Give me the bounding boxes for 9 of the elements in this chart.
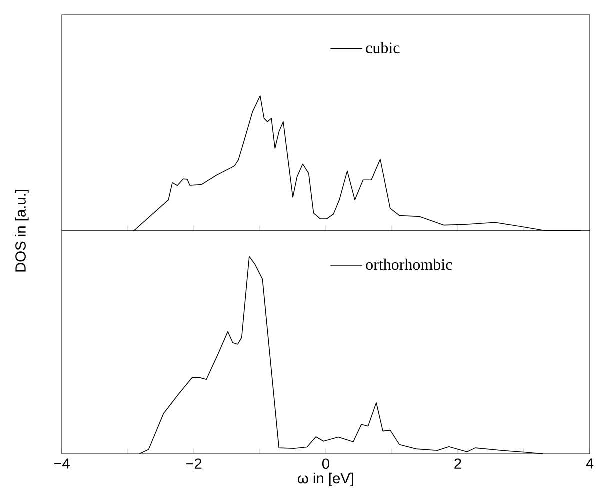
x-tick-label: −2 [186, 458, 202, 469]
x-tick-label: 2 [454, 458, 462, 469]
legend-label: orthorhombic [366, 258, 452, 270]
x-tick-label: −4 [54, 458, 70, 469]
x-tick-label: 0 [322, 458, 330, 470]
x-axis-title: ω in [eV] [298, 472, 354, 487]
legend-label: cubic [366, 42, 400, 54]
x-tick-label: 4 [586, 458, 594, 469]
y-axis-title: DOS in [a.u.] [15, 190, 29, 272]
